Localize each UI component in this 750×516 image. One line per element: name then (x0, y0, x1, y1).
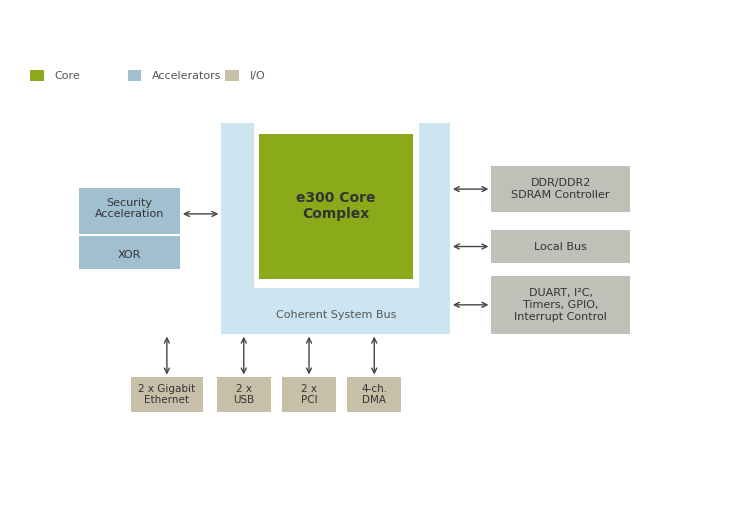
Bar (282, 377, 336, 412)
Text: Coherent System Bus: Coherent System Bus (276, 311, 396, 320)
Text: MPC8349E Block Diagram: MPC8349E Block Diagram (9, 9, 202, 22)
Text: 2 x
PCI: 2 x PCI (301, 384, 317, 406)
Text: 2 x
USB: 2 x USB (233, 384, 254, 406)
Text: e300 Core
Complex: e300 Core Complex (296, 191, 375, 221)
Bar (347, 377, 401, 412)
Text: Accelerators: Accelerators (152, 71, 222, 81)
Bar (79, 188, 180, 269)
Text: I/O: I/O (250, 71, 266, 81)
Text: 4-ch.
DMA: 4-ch. DMA (362, 384, 387, 406)
Text: 2 x Gigabit
Ethernet: 2 x Gigabit Ethernet (138, 384, 196, 406)
Text: Local Bus: Local Bus (534, 241, 587, 251)
Text: XOR: XOR (118, 250, 141, 260)
Text: Security
Acceleration: Security Acceleration (94, 198, 164, 219)
Bar (225, 71, 238, 81)
Bar (131, 377, 203, 412)
Bar (491, 166, 630, 212)
Bar (221, 122, 450, 334)
Text: DUART, I²C,
Timers, GPIO,
Interrupt Control: DUART, I²C, Timers, GPIO, Interrupt Cont… (514, 288, 607, 321)
Bar (491, 277, 630, 334)
Bar (254, 122, 419, 288)
Bar (491, 231, 630, 263)
Text: Core: Core (55, 71, 80, 81)
Bar (30, 71, 44, 81)
Bar (128, 71, 141, 81)
Bar (259, 134, 413, 279)
Text: DDR/DDR2
SDRAM Controller: DDR/DDR2 SDRAM Controller (512, 179, 610, 200)
Bar (217, 377, 271, 412)
